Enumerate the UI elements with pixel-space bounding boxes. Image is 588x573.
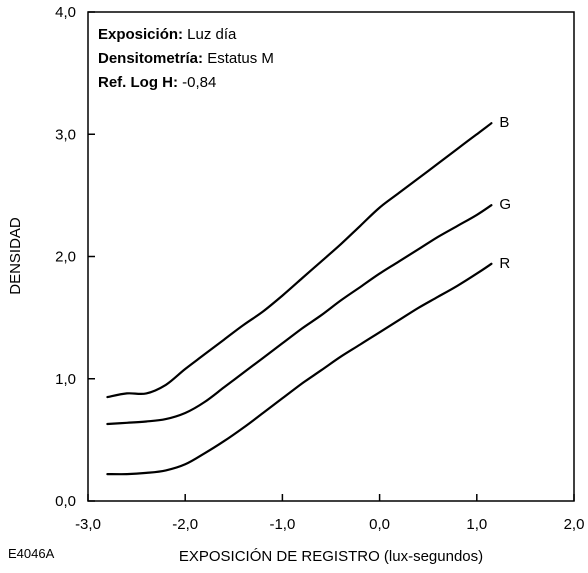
curves: [106, 122, 493, 476]
x-tick-label: 0,0: [369, 516, 390, 533]
x-axis-ticks: -3,0 -2,0 -1,0 0,0 1,0 2,0: [75, 494, 584, 533]
y-tick-label: 0,0: [55, 493, 76, 510]
y-tick-label: 4,0: [55, 4, 76, 21]
y-tick-label: 3,0: [55, 126, 76, 143]
y-tick-label: 2,0: [55, 249, 76, 266]
info-line-exposicion: Exposición: Luz día: [98, 26, 237, 43]
info-key-ref-log-h: Ref. Log H:: [98, 74, 178, 91]
series-label-b: B: [499, 114, 509, 131]
series-labels: B G R: [499, 114, 511, 272]
series-label-r: R: [499, 255, 510, 272]
y-tick-label: 1,0: [55, 371, 76, 388]
x-axis-title: EXPOSICIÓN DE REGISTRO (lux-segundos): [179, 548, 483, 565]
info-value-densitometria: Estatus M: [203, 50, 274, 67]
x-tick-label: -3,0: [75, 516, 101, 533]
info-key-exposicion: Exposición:: [98, 26, 183, 43]
info-value-ref-log-h: -0,84: [178, 74, 216, 91]
series-label-g: G: [499, 196, 511, 213]
x-tick-label: -1,0: [269, 516, 295, 533]
y-axis-title: DENSIDAD: [7, 217, 24, 295]
curve-b: [106, 122, 493, 399]
figure-id: E4046A: [8, 546, 55, 561]
curve-r: [106, 262, 493, 476]
info-line-densitometria: Densitometría: Estatus M: [98, 50, 274, 67]
x-tick-label: 1,0: [466, 516, 487, 533]
y-axis-ticks: 0,0 1,0 2,0 3,0 4,0: [55, 4, 95, 510]
info-key-densitometria: Densitometría:: [98, 50, 203, 67]
x-tick-label: 2,0: [564, 516, 585, 533]
info-value-exposicion: Luz día: [183, 26, 237, 43]
info-block: Exposición: Luz día Densitometría: Estat…: [98, 26, 274, 91]
x-tick-label: -2,0: [172, 516, 198, 533]
curve-g: [106, 204, 493, 426]
info-line-ref-log-h: Ref. Log H: -0,84: [98, 74, 216, 91]
